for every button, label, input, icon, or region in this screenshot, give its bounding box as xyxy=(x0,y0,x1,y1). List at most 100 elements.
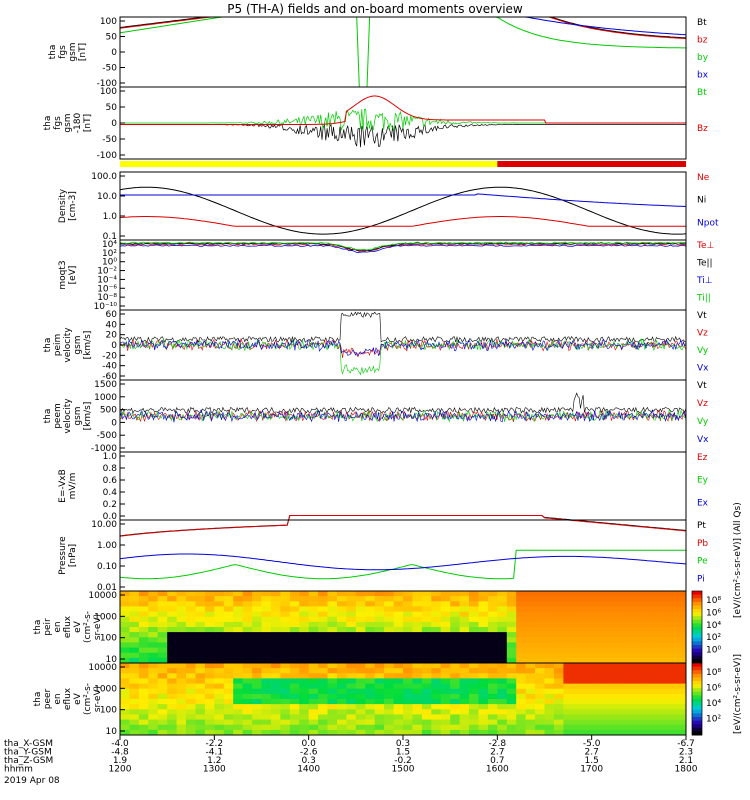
spectrogram-cell xyxy=(270,591,281,597)
spectrogram-cell xyxy=(440,693,451,700)
spectrogram-cell xyxy=(223,678,234,684)
pe-line xyxy=(119,549,686,580)
spectrogram-cell xyxy=(553,678,564,684)
spectrogram-cell xyxy=(129,673,140,679)
spectrogram-cell xyxy=(355,637,366,643)
y-tick-label: 100 xyxy=(100,87,117,97)
spectrogram-cell xyxy=(412,693,423,700)
spectrogram-cell xyxy=(384,637,394,643)
spectrogram-cell xyxy=(242,611,253,618)
spectrogram-cell xyxy=(582,647,593,654)
spectrogram-cell xyxy=(327,616,338,623)
spectrogram-cell xyxy=(657,596,668,602)
spectrogram-cell xyxy=(393,596,404,602)
spectrogram-cell xyxy=(337,637,347,643)
spectrogram-cell xyxy=(478,673,489,679)
spectrogram-cell xyxy=(657,637,668,643)
spectrogram-cell xyxy=(563,606,574,612)
spectrogram-cell xyxy=(620,663,630,669)
spectrogram-cell xyxy=(327,591,338,597)
spectrogram-cell xyxy=(535,642,545,648)
spectrogram-cell xyxy=(270,632,281,638)
spectrogram-cell xyxy=(252,678,262,684)
spectrogram-cell xyxy=(214,693,225,700)
time-axis-value: -2.2 xyxy=(206,739,224,749)
spectrogram-cell xyxy=(620,704,630,710)
y-tick-label: 0 xyxy=(111,341,117,351)
spectrogram-cell xyxy=(129,616,140,623)
spectrogram-cell xyxy=(176,637,187,643)
spectrogram-cell xyxy=(563,591,574,597)
spectrogram-cell xyxy=(308,714,319,720)
spectrogram-cell xyxy=(629,693,640,700)
spectrogram-cell xyxy=(299,642,310,648)
spectrogram-cell xyxy=(421,704,432,710)
spectrogram-cell xyxy=(167,627,178,633)
spectrogram-cell xyxy=(563,611,574,618)
spectrogram-cell xyxy=(421,642,432,648)
spectrogram-cell xyxy=(629,729,640,736)
spectrogram-cell xyxy=(261,616,272,623)
spectrogram-cell xyxy=(204,683,215,690)
legend-Vy: Vy xyxy=(697,417,709,427)
y-tick-label: 10⁴ xyxy=(102,240,117,250)
spectrogram-cell xyxy=(440,663,451,669)
spectrogram-cell xyxy=(469,637,479,643)
spectrogram-cell xyxy=(346,616,357,623)
spectrogram-cell xyxy=(506,704,517,710)
spectrogram-cell xyxy=(280,601,291,607)
spectrogram-cell xyxy=(337,699,347,705)
spectrogram-cell xyxy=(138,724,149,731)
colorbar-cell xyxy=(692,731,702,736)
spectrogram-cell xyxy=(261,709,272,715)
spectrogram-cell xyxy=(544,663,555,669)
spectrogram-cell xyxy=(412,709,423,715)
spectrogram-cell xyxy=(223,714,234,720)
spectrogram-cell xyxy=(242,673,253,679)
spectrogram-cell xyxy=(610,647,621,654)
spectrogram-cell xyxy=(572,611,583,618)
spectrogram-cell xyxy=(176,621,187,628)
spectrogram-cell xyxy=(337,673,347,679)
spectrogram-cell xyxy=(148,668,159,674)
spectrogram-cell xyxy=(129,621,140,628)
spectrogram-cell xyxy=(374,693,385,700)
spectrogram-cell xyxy=(506,596,517,602)
spectrogram-cell xyxy=(355,663,366,669)
spectrogram-cell xyxy=(638,591,649,597)
spectrogram-cell xyxy=(393,601,404,607)
temp-line-black xyxy=(119,242,687,252)
spectrogram-cell xyxy=(440,673,451,679)
spectrogram-cell xyxy=(148,637,159,643)
spectrogram-cell xyxy=(525,719,536,726)
spectrogram-cell xyxy=(638,719,649,726)
spectrogram-cell xyxy=(214,724,225,731)
spectrogram-cell xyxy=(497,663,508,669)
spectrogram-cell xyxy=(129,724,140,731)
spectrogram-cell xyxy=(421,673,432,679)
spectrogram-cell xyxy=(365,673,376,679)
spectrogram-cell xyxy=(120,709,130,715)
spectrogram-cell xyxy=(167,621,178,628)
spectrogram-cell xyxy=(299,596,310,602)
spectrogram-cell xyxy=(280,652,291,659)
spectrogram-cell xyxy=(648,621,659,628)
spectrogram-cell xyxy=(337,724,347,731)
spectrogram-cell xyxy=(667,647,677,654)
y-axis-label: -180 xyxy=(73,113,83,134)
spectrogram-cell xyxy=(120,663,130,669)
spectrogram-cell xyxy=(648,616,659,623)
spectrogram-cell xyxy=(384,632,394,638)
spectrogram-cell xyxy=(393,606,404,612)
spectrogram-cell xyxy=(431,673,442,679)
panel-frame xyxy=(119,451,687,521)
spectrogram-cell xyxy=(657,601,668,607)
colorbar-tick: 10² xyxy=(706,715,721,725)
spectrogram-cell xyxy=(469,719,479,726)
spectrogram-cell xyxy=(327,709,338,715)
spectrogram-cell xyxy=(563,663,574,669)
spectrogram-cell xyxy=(638,714,649,720)
spectrogram-cell xyxy=(582,591,593,597)
spectrogram-cell xyxy=(629,688,640,695)
spectrogram-cell xyxy=(120,724,130,731)
